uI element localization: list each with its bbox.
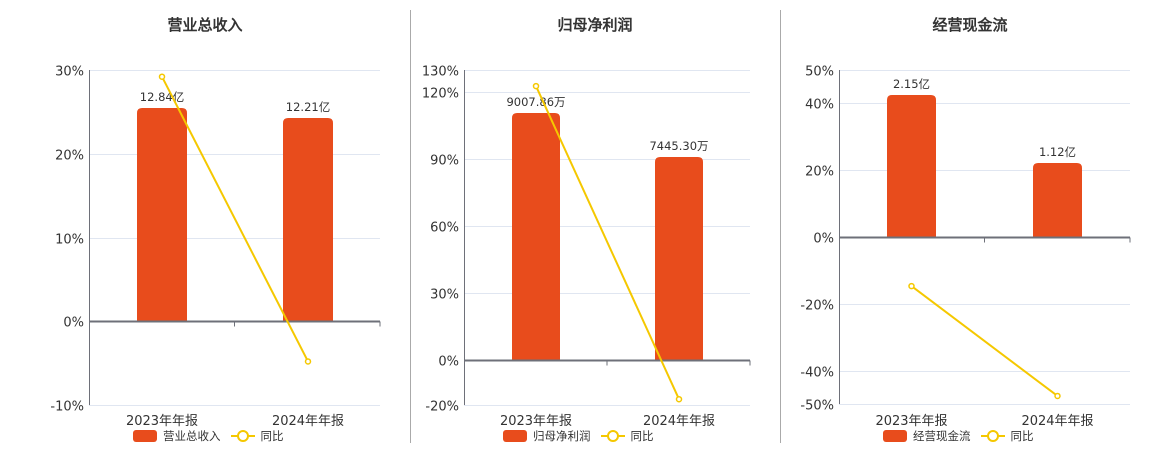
chart-legend: 经营现金流 同比	[883, 428, 1034, 444]
bar[interactable]	[283, 118, 333, 322]
yoy-point[interactable]	[532, 82, 540, 90]
bar-value-label: 12.21亿	[286, 100, 330, 114]
yoy-point[interactable]	[675, 395, 683, 403]
bar-value-label: 1.12亿	[1039, 145, 1076, 159]
y-tick-label: 0%	[813, 232, 834, 247]
chart-title: 经营现金流	[932, 16, 1008, 34]
bar[interactable]	[137, 108, 187, 322]
bar-legend-swatch-icon[interactable]	[883, 430, 907, 442]
y-tick-label: 30%	[430, 288, 459, 303]
y-tick-label: 50%	[805, 65, 834, 80]
y-tick-label: 40%	[805, 98, 834, 113]
y-tick-label: 130%	[422, 65, 459, 80]
yoy-point[interactable]	[1054, 392, 1061, 400]
chart-legend: 归母净利润 同比	[503, 428, 654, 444]
y-tick-label: -40%	[800, 366, 834, 381]
line-legend-label[interactable]: 同比	[630, 429, 654, 443]
bar[interactable]	[1033, 163, 1082, 237]
y-tick-label: 60%	[430, 221, 459, 236]
y-tick-label: -20%	[800, 299, 834, 314]
chart-panel-2: 经营现金流	[780, 0, 1160, 450]
line-legend-marker-icon[interactable]	[980, 430, 1005, 442]
line-legend-label[interactable]: 同比	[260, 429, 284, 443]
chart-title: 归母净利润	[557, 16, 633, 34]
line-legend-marker-icon[interactable]	[230, 430, 255, 442]
x-category-label: 2023年年报	[875, 414, 947, 429]
chart-panel-1: 归母净利润	[410, 0, 780, 450]
bar[interactable]	[512, 113, 560, 361]
bar-legend-label[interactable]: 经营现金流	[913, 429, 971, 443]
yoy-point[interactable]	[304, 358, 312, 365]
y-tick-label: 90%	[430, 154, 459, 169]
bar-value-label: 7445.30万	[649, 139, 708, 153]
bar[interactable]	[655, 157, 703, 361]
y-tick-label: 120%	[422, 87, 459, 102]
y-tick-label: -20%	[425, 400, 459, 415]
x-category-label: 2023年年报	[126, 414, 198, 429]
yoy-line	[910, 285, 1059, 397]
y-tick-label: -10%	[50, 400, 84, 415]
yoy-point[interactable]	[908, 282, 915, 290]
bar-legend-label[interactable]: 归母净利润	[533, 429, 591, 443]
yoy-point[interactable]	[158, 73, 166, 80]
chart-panel-0: 营业总收入	[0, 0, 410, 450]
bar-value-label: 2.15亿	[893, 77, 930, 91]
y-tick-label: 0%	[438, 355, 459, 370]
y-tick-label: 0%	[63, 316, 84, 331]
x-category-label: 2023年年报	[500, 414, 572, 429]
y-tick-label: 20%	[805, 165, 834, 180]
bar-legend-swatch-icon[interactable]	[133, 430, 157, 442]
bar-value-label: 9007.86万	[506, 95, 565, 109]
line-legend-label[interactable]: 同比	[1010, 429, 1034, 443]
bar[interactable]	[887, 95, 936, 237]
chart-title: 营业总收入	[167, 16, 243, 34]
y-tick-label: 10%	[55, 233, 84, 248]
x-category-label: 2024年年报	[272, 414, 344, 429]
chart-legend: 营业总收入 同比	[133, 428, 284, 444]
bar-legend-swatch-icon[interactable]	[503, 430, 527, 442]
y-tick-label: 30%	[55, 65, 84, 80]
y-tick-label: -50%	[800, 399, 834, 414]
x-category-label: 2024年年报	[643, 414, 715, 429]
y-tick-label: 20%	[55, 149, 84, 164]
panel-divider	[780, 10, 781, 443]
yoy-line	[535, 85, 680, 400]
yoy-line	[161, 76, 309, 362]
line-legend-marker-icon[interactable]	[600, 430, 625, 442]
bar-legend-label[interactable]: 营业总收入	[163, 429, 221, 443]
panel-divider	[410, 10, 411, 443]
x-category-label: 2024年年报	[1021, 414, 1093, 429]
